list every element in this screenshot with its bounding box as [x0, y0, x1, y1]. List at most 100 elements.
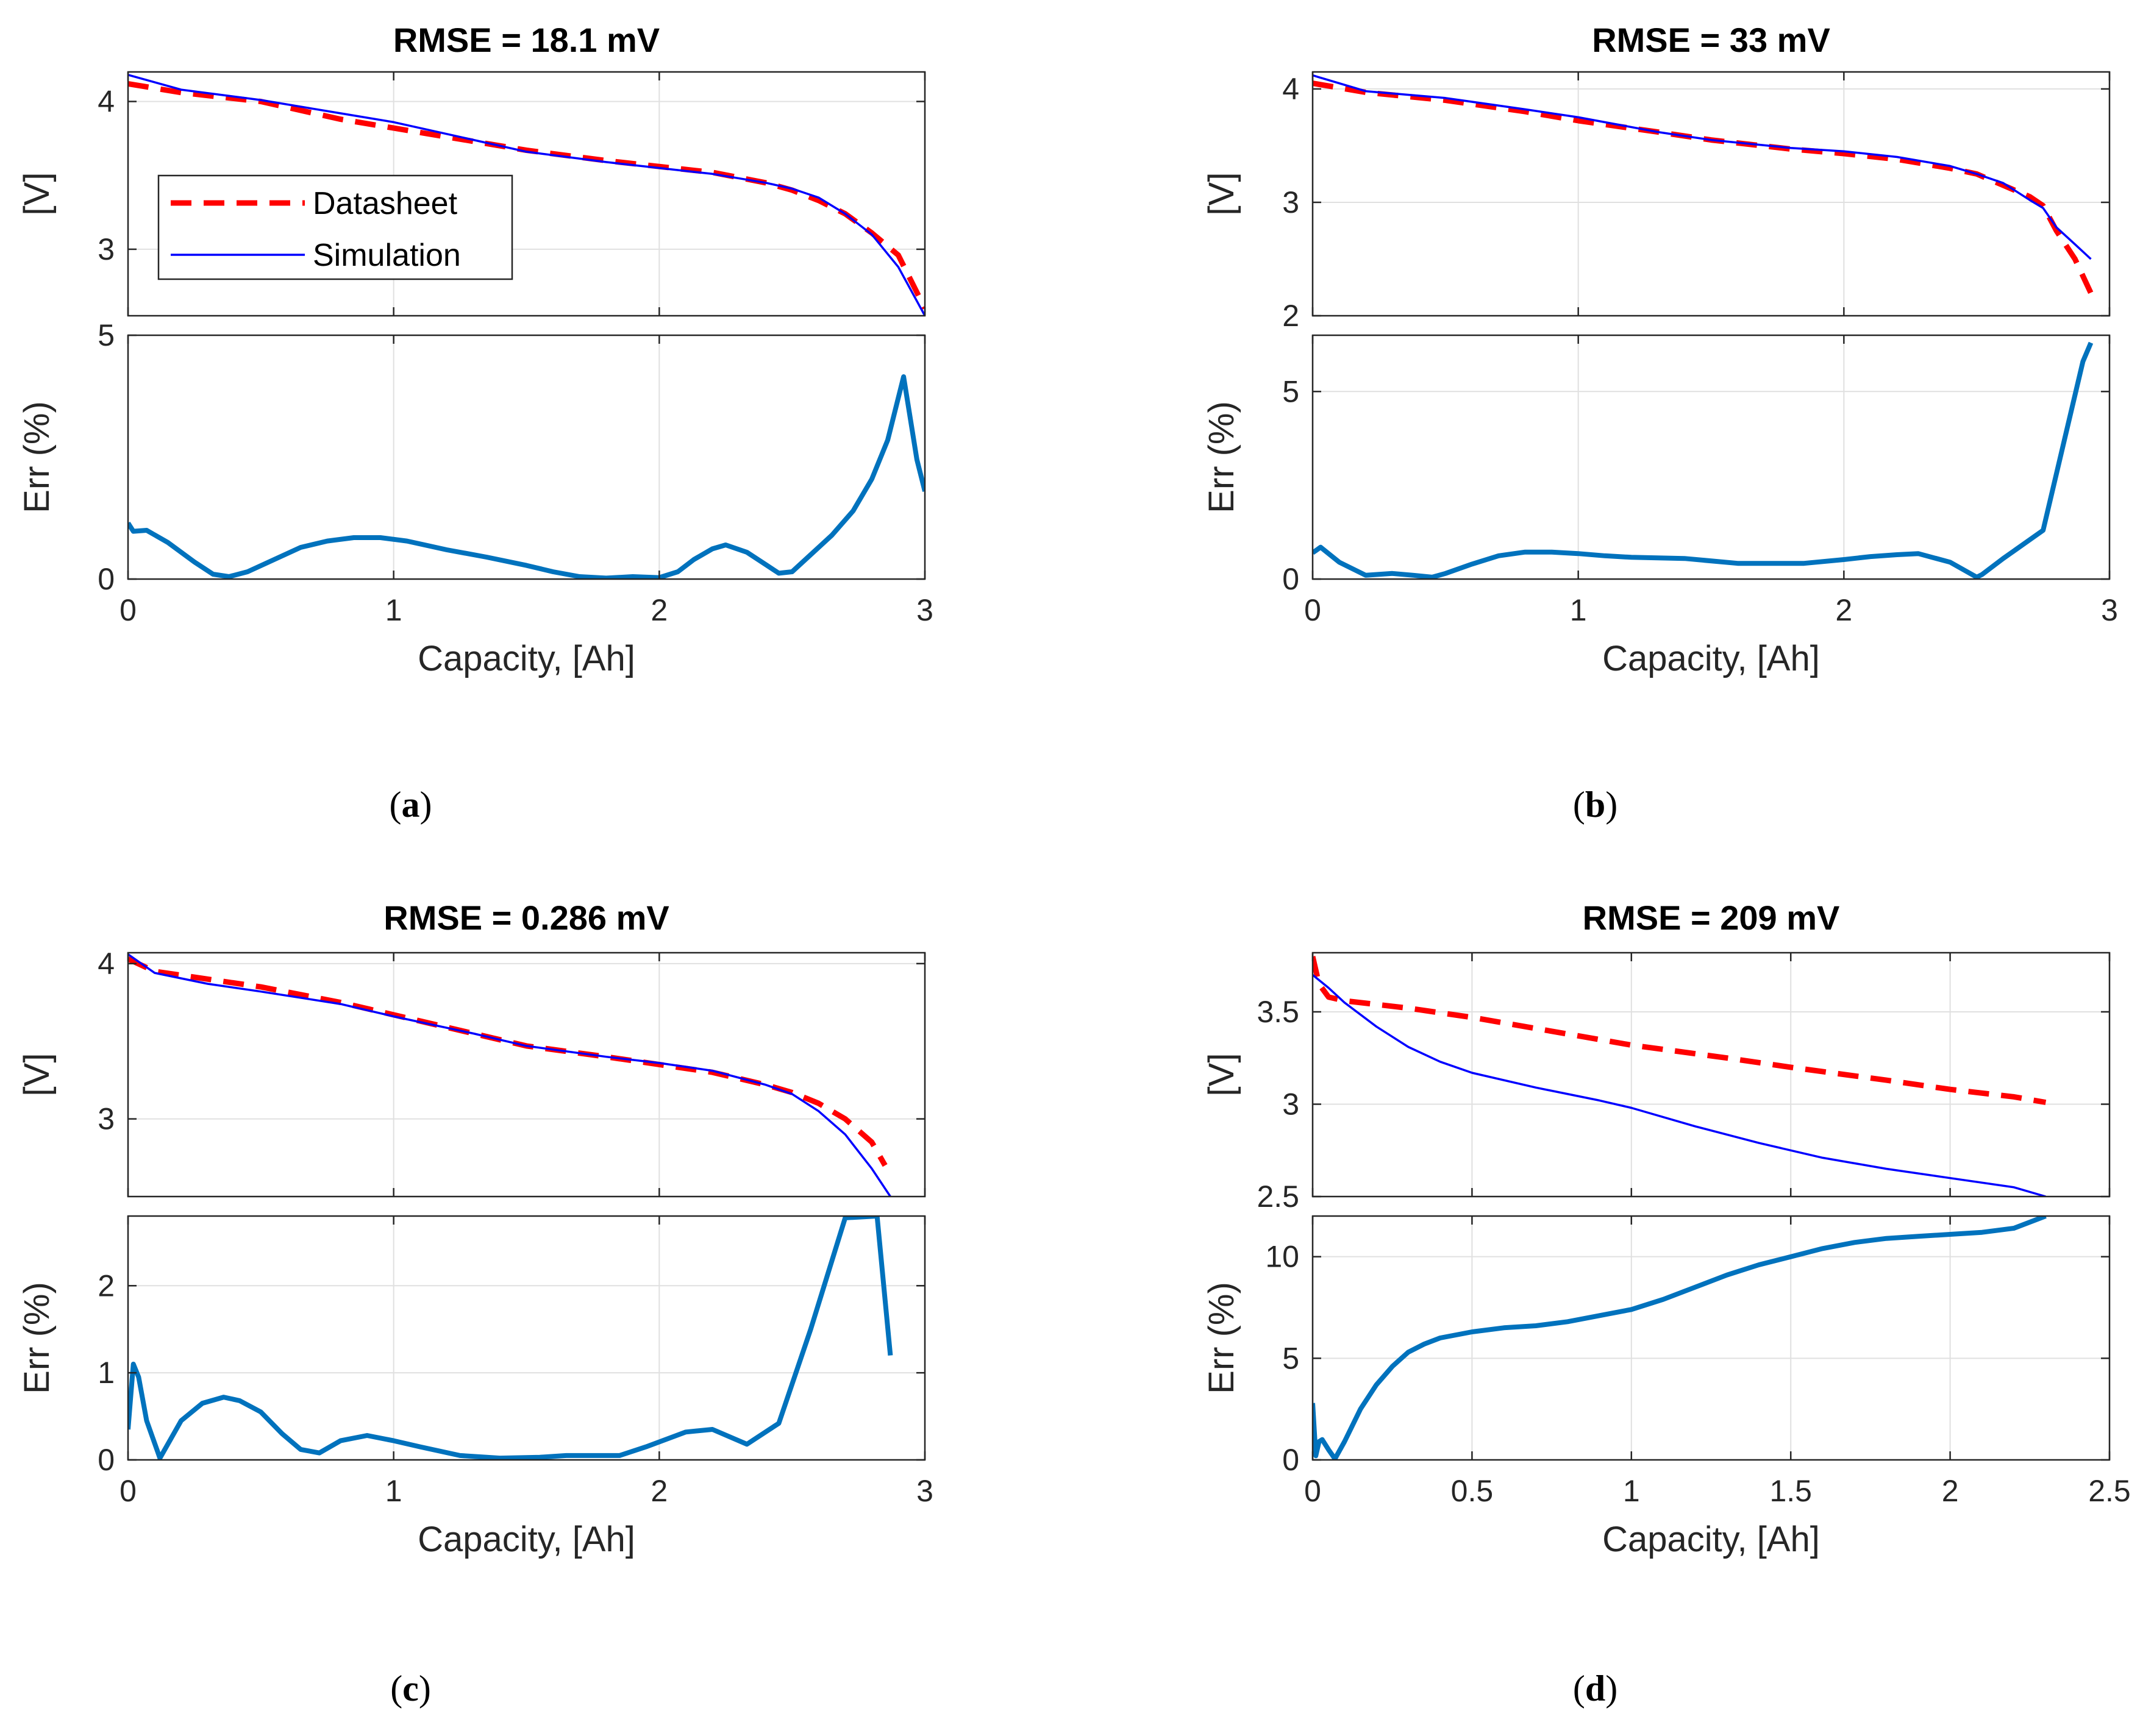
- error-y-tick-label: 0: [1282, 1443, 1299, 1477]
- legend-datasheet-label: Datasheet: [313, 186, 458, 221]
- error-y-axis-label: Err (%): [17, 1282, 57, 1394]
- panel-title: RMSE = 0.286 mV: [383, 898, 669, 937]
- panel-b: RMSE = 33 mV 2 3 4 [V] 0 5 Err (%) 0 1 2 3 Capacity,…: [1202, 21, 2118, 825]
- x-tick-label: 2: [651, 593, 668, 627]
- error-axes-box: [1311, 1215, 2111, 1461]
- voltage-y-tick-label: 4: [1282, 72, 1299, 106]
- caption-letter: d: [1585, 1668, 1605, 1709]
- error-y-tick-label: 0: [98, 1443, 115, 1477]
- error-plot-area: [1313, 335, 2109, 579]
- panel-caption: (b): [1573, 784, 1617, 825]
- error-plot-area: [1313, 1216, 2109, 1460]
- voltage-axes-box: [1311, 71, 2111, 317]
- voltage-y-tick-label: 3: [1282, 185, 1299, 219]
- voltage-y-tick-label: 4: [98, 84, 115, 118]
- error-plot-area: [128, 335, 925, 579]
- panel-title: RMSE = 18.1 mV: [393, 21, 660, 59]
- x-tick-label: 2: [651, 1474, 668, 1508]
- panel-title: RMSE = 33 mV: [1592, 21, 1830, 59]
- x-axis-label: Capacity, [Ah]: [1602, 1520, 1820, 1559]
- caption-letter: a: [402, 784, 420, 825]
- voltage-y-tick-label: 2.5: [1257, 1179, 1299, 1214]
- legend: Datasheet Simulation: [157, 174, 513, 280]
- voltage-axes: 2.5 3 3.5 [V]: [1202, 952, 2111, 1214]
- panel-caption: (a): [390, 784, 432, 825]
- voltage-axes-box: [127, 71, 926, 317]
- caption-open-paren: (: [1573, 784, 1585, 825]
- voltage-axes-box: [127, 952, 926, 1198]
- error-y-tick-label: 5: [1282, 1341, 1299, 1375]
- error-y-tick-label: 0: [1282, 562, 1299, 596]
- error-plot-area: [128, 1216, 925, 1460]
- voltage-y-axis-label: [V]: [1202, 173, 1241, 216]
- simulation-line: [128, 74, 925, 316]
- panel-c: RMSE = 0.286 mV 3 4 [V] 0 1 2 Err (%) 0 1 2 3 Capaci…: [17, 898, 933, 1709]
- voltage-y-tick-label: 4: [98, 947, 115, 981]
- error-line: [128, 374, 925, 579]
- caption-close-paren: ): [1605, 784, 1617, 825]
- error-y-tick-label: 5: [98, 318, 115, 352]
- datasheet-line: [1313, 956, 2047, 1105]
- error-axes: 0 5 10 Err (%): [1202, 1215, 2111, 1477]
- error-line: [1313, 1216, 2047, 1460]
- panel-caption: (d): [1573, 1668, 1617, 1709]
- voltage-axes-box: [1311, 952, 2111, 1198]
- x-tick-label: 0: [119, 1474, 137, 1508]
- error-y-axis-label: Err (%): [1202, 1282, 1241, 1394]
- x-tick-label: 0: [1304, 1474, 1321, 1508]
- x-tick-label: 1: [385, 593, 402, 627]
- legend-simulation-label: Simulation: [313, 238, 461, 273]
- caption-open-paren: (: [390, 784, 402, 825]
- error-axes: 0 5 Err (%): [17, 318, 926, 596]
- error-axes: 0 5 Err (%): [1202, 334, 2111, 596]
- caption-letter: c: [402, 1668, 419, 1709]
- x-axis-label: Capacity, [Ah]: [418, 1520, 635, 1559]
- error-axes-box: [127, 1215, 926, 1461]
- simulation-line: [1313, 974, 2046, 1197]
- caption-close-paren: ): [419, 1668, 431, 1709]
- simulation-line: [1313, 74, 2092, 260]
- datasheet-line: [128, 956, 888, 1167]
- caption-close-paren: ): [1605, 1668, 1617, 1709]
- voltage-y-axis-label: [V]: [17, 173, 57, 216]
- voltage-y-tick-label: 3: [1282, 1087, 1299, 1121]
- x-tick-label: 3: [916, 593, 933, 627]
- voltage-axes: 2 3 4 [V]: [1202, 71, 2111, 333]
- voltage-y-axis-label: [V]: [1202, 1053, 1241, 1097]
- error-y-tick-label: 5: [1282, 374, 1299, 408]
- x-axis-label: Capacity, [Ah]: [418, 639, 635, 678]
- error-axes: 0 1 2 Err (%): [17, 1215, 926, 1477]
- voltage-y-tick-label: 3.5: [1257, 995, 1299, 1029]
- error-y-tick-label: 10: [1265, 1240, 1299, 1274]
- voltage-plot-area: [128, 953, 925, 1197]
- legend-box: [157, 174, 513, 280]
- panel-a: RMSE = 18.1 mV 3 4 [V] 0 5 Err (%) 0 1 2 3 Capacity…: [17, 21, 933, 825]
- error-y-axis-label: Err (%): [17, 401, 57, 513]
- error-axes-box: [1311, 334, 2111, 580]
- voltage-y-axis-label: [V]: [17, 1053, 57, 1097]
- panel-title: RMSE = 209 mV: [1583, 898, 1840, 937]
- x-tick-label: 2: [1942, 1474, 1959, 1508]
- error-y-tick-label: 2: [98, 1268, 115, 1303]
- caption-close-paren: ): [420, 784, 432, 825]
- voltage-plot-area: [1313, 72, 2109, 316]
- caption-open-paren: (: [390, 1668, 402, 1709]
- caption-letter: b: [1585, 784, 1605, 825]
- error-line: [1313, 341, 2094, 579]
- panel-caption: (c): [390, 1668, 431, 1709]
- error-y-tick-label: 1: [98, 1356, 115, 1390]
- x-tick-label: 1: [385, 1474, 402, 1508]
- voltage-y-tick-label: 3: [98, 1102, 115, 1136]
- error-line: [128, 1216, 893, 1460]
- caption-open-paren: (: [1573, 1668, 1585, 1709]
- x-tick-label: 0.5: [1451, 1474, 1494, 1508]
- x-tick-label: 2: [1835, 593, 1852, 627]
- x-axis-label: Capacity, [Ah]: [1602, 639, 1820, 678]
- datasheet-line: [1313, 80, 2094, 294]
- error-y-tick-label: 0: [98, 562, 115, 596]
- x-tick-label: 0: [119, 593, 137, 627]
- x-tick-label: 1.5: [1769, 1474, 1812, 1508]
- error-y-axis-label: Err (%): [1202, 401, 1241, 513]
- x-tick-label: 3: [916, 1474, 933, 1508]
